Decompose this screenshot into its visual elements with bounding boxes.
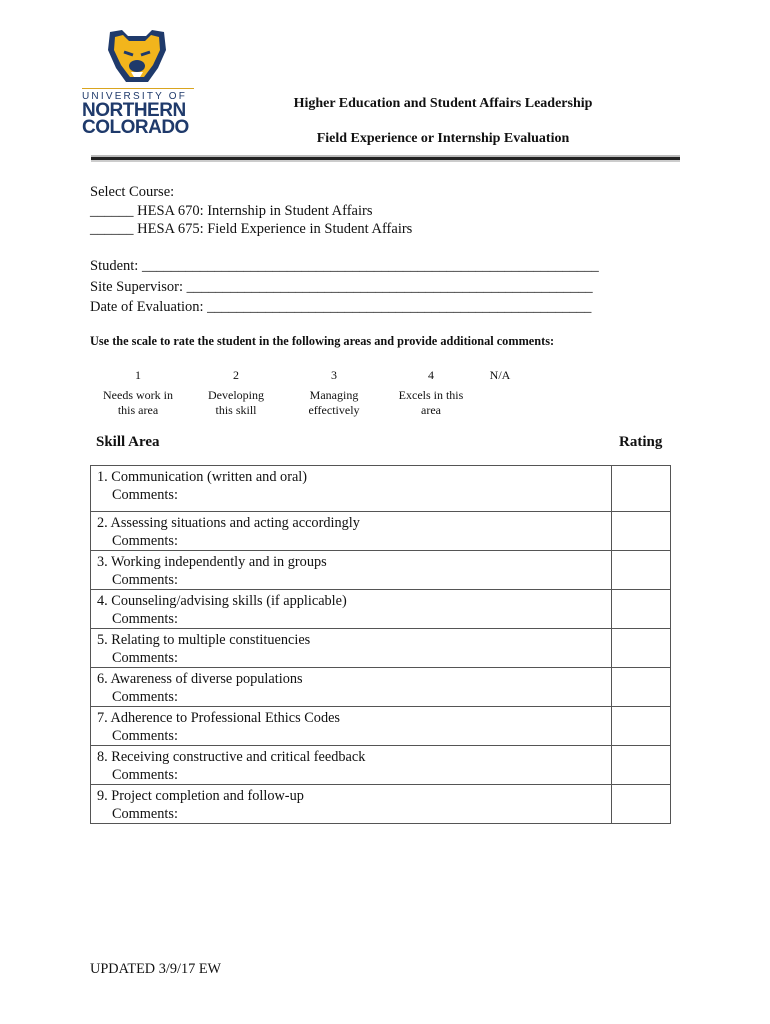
table-row: 5. Relating to multiple constituencies Co… — [90, 628, 671, 668]
document-subtitle: Field Experience or Internship Evaluatio… — [316, 131, 570, 146]
table-row: 4. Counseling/advising skills (if applic… — [90, 589, 671, 629]
table-row: 1. Communication (written and oral) Comme… — [90, 465, 671, 512]
instructions: Use the scale to rate the student in the… — [90, 334, 555, 348]
scale-3: 3 Managing effectively — [308, 368, 360, 417]
course-option-hesa670[interactable]: ______ HESA 670: Internship in Student A… — [90, 202, 373, 219]
skill-name: 2. Assessing situations and acting accor… — [97, 515, 360, 531]
rating-cell[interactable] — [611, 667, 671, 707]
skill-name: 6. Awareness of diverse populations — [97, 671, 303, 687]
comments-label[interactable]: Comments: — [112, 533, 178, 549]
comments-label[interactable]: Comments: — [112, 650, 178, 666]
skill-cell: 9. Project completion and follow-up Comme… — [90, 784, 612, 824]
skill-name: 3. Working independently and in groups — [97, 554, 327, 570]
table-row: 2. Assessing situations and acting accor… — [90, 511, 671, 551]
comments-label[interactable]: Comments: — [112, 611, 178, 627]
skill-area-header: Skill Area — [96, 434, 160, 450]
skill-name: 7. Adherence to Professional Ethics Code… — [97, 710, 340, 726]
skill-name: 5. Relating to multiple constituencies — [97, 632, 311, 648]
scale-4: 4 Excels in this area — [398, 368, 464, 417]
table-row: 9. Project completion and follow-up Comme… — [90, 784, 671, 824]
site-supervisor-field[interactable]: Site Supervisor: _______________________… — [90, 278, 593, 295]
rating-cell[interactable] — [611, 589, 671, 629]
comments-label[interactable]: Comments: — [112, 728, 178, 744]
rating-header: Rating — [619, 434, 663, 450]
skill-name: 9. Project completion and follow-up — [97, 788, 304, 804]
course-selection: Select Course: ______ HESA 670: Internsh… — [90, 183, 412, 239]
comments-label[interactable]: Comments: — [112, 487, 178, 503]
date-of-evaluation-field[interactable]: Date of Evaluation: ____________________… — [90, 299, 592, 315]
footer-updated: UPDATED 3/9/17 EW — [90, 961, 222, 977]
skill-cell: 2. Assessing situations and acting accor… — [90, 511, 612, 551]
rating-cell[interactable] — [611, 745, 671, 785]
course-option-hesa675[interactable]: ______ HESA 675: Field Experience in Stu… — [90, 221, 413, 237]
skill-name: 4. Counseling/advising skills (if applic… — [97, 593, 347, 609]
comments-label[interactable]: Comments: — [112, 767, 178, 783]
unc-logo: UNIVERSITY OF NORTHERN COLORADO — [82, 28, 194, 138]
skill-name: 1. Communication (written and oral) — [97, 469, 308, 485]
scale-2: 2 Developing this skill — [208, 368, 264, 417]
skill-cell: 7. Adherence to Professional Ethics Code… — [90, 706, 612, 746]
comments-label[interactable]: Comments: — [112, 806, 178, 822]
skill-cell: 1. Communication (written and oral) Comme… — [90, 465, 612, 512]
rating-cell[interactable] — [611, 511, 671, 551]
bear-icon — [108, 30, 166, 82]
comments-label[interactable]: Comments: — [112, 689, 178, 705]
header-divider — [91, 157, 680, 160]
student-field[interactable]: Student: _______________________________… — [90, 258, 599, 274]
skill-cell: 5. Relating to multiple constituencies Co… — [90, 628, 612, 668]
scale-1: 1 Needs work in this area — [103, 368, 173, 417]
rating-cell[interactable] — [611, 628, 671, 668]
skill-cell: 4. Counseling/advising skills (if applic… — [90, 589, 612, 629]
scale-na: N/A — [489, 368, 511, 382]
course-label: Select Course: — [90, 184, 175, 200]
skill-cell: 6. Awareness of diverse populations Comme… — [90, 667, 612, 707]
rating-cell[interactable] — [611, 706, 671, 746]
rating-cell[interactable] — [611, 465, 671, 512]
skill-name: 8. Receiving constructive and critical f… — [97, 749, 366, 765]
info-fields: Student: _______________________________… — [90, 256, 599, 318]
skills-table: 1. Communication (written and oral) Comme… — [90, 465, 671, 824]
rating-cell[interactable] — [611, 784, 671, 824]
comments-label[interactable]: Comments: — [112, 572, 178, 588]
rating-cell[interactable] — [611, 550, 671, 590]
table-row: 7. Adherence to Professional Ethics Code… — [90, 706, 671, 746]
skill-cell: 3. Working independently and in groups Co… — [90, 550, 612, 590]
table-row: 6. Awareness of diverse populations Comme… — [90, 667, 671, 707]
table-row: 8. Receiving constructive and critical f… — [90, 745, 671, 785]
skill-cell: 8. Receiving constructive and critical f… — [90, 745, 612, 785]
document-title: Higher Education and Student Affairs Lea… — [293, 96, 593, 111]
table-row: 3. Working independently and in groups Co… — [90, 550, 671, 590]
